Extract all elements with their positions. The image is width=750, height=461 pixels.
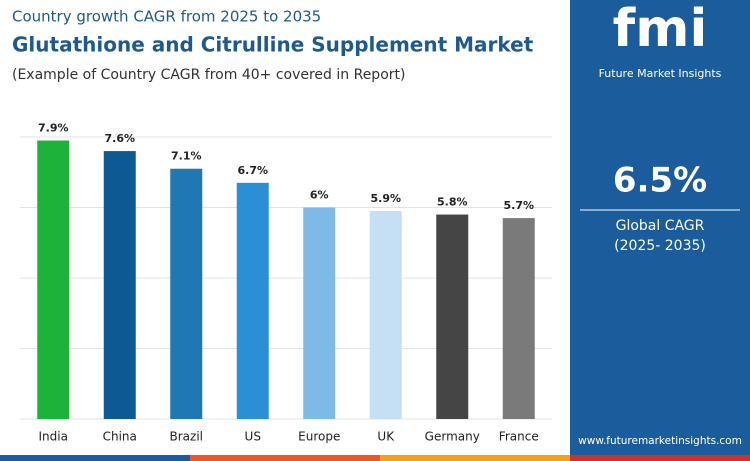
x-tick-label: Europe [298, 430, 340, 444]
value-label: 6.7% [237, 164, 268, 177]
stat: 6.5% [613, 161, 707, 201]
x-tick-label: France [499, 430, 539, 444]
bar [37, 140, 70, 419]
value-label: 5.8% [437, 196, 468, 209]
stat-label: Global CAGR [616, 218, 705, 234]
value-label: 6% [310, 189, 329, 202]
chart-title: Glutathione and Citrulline Supplement Ma… [12, 33, 534, 57]
bar [303, 207, 336, 419]
value-label: 5.7% [503, 199, 534, 212]
chart-subtitle: Country growth CAGR from 2025 to 2035 [12, 8, 321, 26]
footer-strip [190, 455, 380, 461]
x-tick-label: China [103, 430, 137, 444]
x-tick-label: UK [377, 430, 395, 444]
footer-strip [380, 455, 570, 461]
bar [436, 214, 469, 419]
value-label: 5.9% [370, 192, 401, 205]
x-tick-label: India [39, 430, 68, 444]
value-label: 7.1% [171, 150, 202, 163]
url: www.futuremarketinsights.com [578, 435, 742, 447]
value-label: 7.9% [38, 122, 69, 135]
period: (2025- 2035) [614, 238, 706, 254]
value-label: 7.6% [104, 132, 135, 145]
brand: Future Market Insights [599, 67, 722, 80]
sidebar [570, 0, 750, 455]
footer-strip [0, 455, 190, 461]
bar [236, 182, 269, 419]
bar [369, 211, 402, 419]
bar [170, 168, 203, 419]
bar [502, 218, 535, 419]
chart-caption: (Example of Country CAGR from 40+ covere… [12, 67, 405, 83]
bar [103, 151, 136, 419]
footer-strip [570, 455, 750, 461]
x-tick-label: Germany [425, 430, 480, 444]
logo: fmi [613, 0, 708, 59]
x-tick-label: US [245, 430, 261, 444]
x-tick-label: Brazil [170, 430, 204, 444]
